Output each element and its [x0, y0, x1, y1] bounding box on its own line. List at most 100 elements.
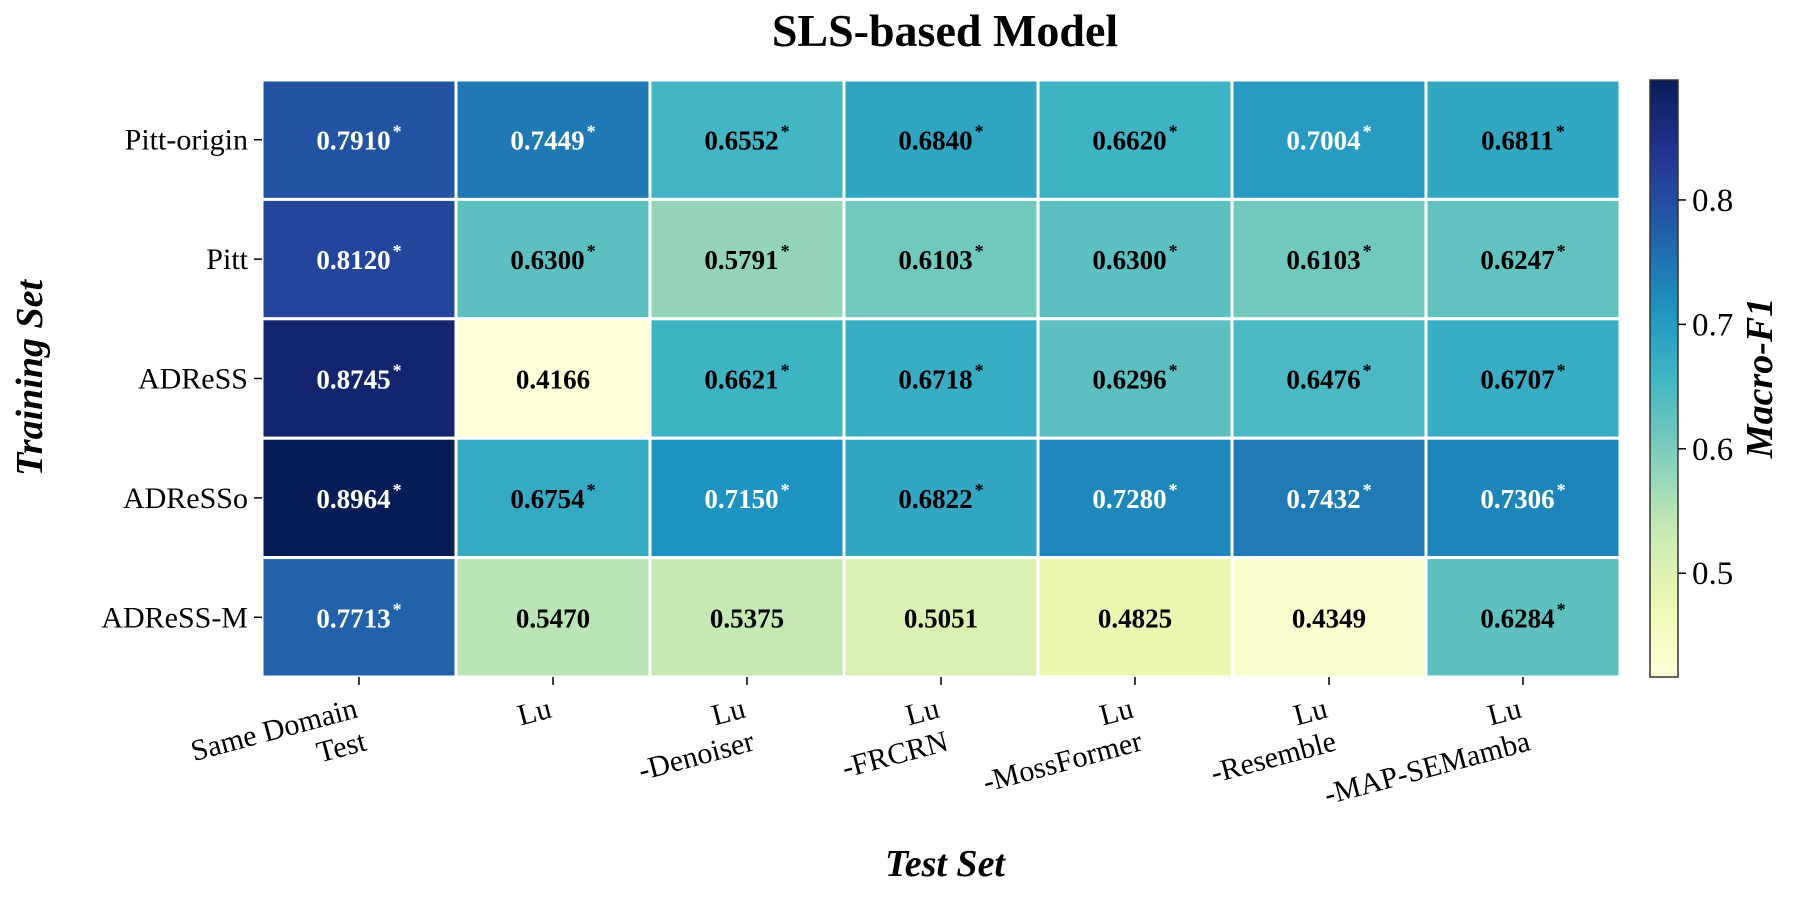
cell-value-label: 0.6754 *	[510, 480, 595, 514]
significance-marker: *	[1363, 241, 1372, 261]
cell-value-label: 0.7910 *	[316, 122, 401, 156]
significance-marker: *	[1363, 122, 1372, 142]
heatmap-cell	[1230, 317, 1428, 440]
cell-value-label: 0.6707 *	[1480, 361, 1565, 395]
significance-marker: *	[587, 480, 596, 500]
column-label: Lu-MossFormer	[970, 692, 1145, 799]
x-axis-label: Test Set	[885, 843, 1006, 885]
significance-marker: *	[975, 241, 984, 261]
colorbar-label: Macro-F1	[1739, 298, 1781, 459]
heatmap-cell	[1424, 317, 1622, 440]
y-axis-label: Training Set	[9, 279, 51, 476]
row-label: ADReSS-M	[101, 601, 248, 634]
column-label: Same DomainTest	[187, 692, 370, 801]
cell-value-label: 0.4825	[1098, 603, 1172, 633]
significance-marker: *	[975, 122, 984, 142]
significance-marker: *	[1557, 480, 1566, 500]
cell-value-label: 0.6718 *	[898, 361, 983, 395]
heatmap-cell	[1230, 436, 1428, 560]
significance-marker: *	[1169, 480, 1178, 500]
cell-value-label: 0.7280 *	[1092, 480, 1177, 514]
heatmap-cell	[648, 556, 846, 679]
cell-value-label: 0.6552 *	[704, 122, 789, 156]
significance-marker: *	[1169, 122, 1178, 142]
chart-title: SLS-based Model	[772, 5, 1118, 56]
significance-marker: *	[1557, 361, 1566, 381]
significance-marker: *	[393, 122, 402, 142]
significance-marker: *	[781, 361, 790, 381]
column-label: Lu-Denoiser	[626, 692, 758, 787]
significance-marker: *	[1169, 241, 1178, 261]
heatmap-cell	[260, 78, 458, 201]
colorbar-ticks: 0.5 0.6 0.7 0.8	[1678, 183, 1733, 592]
significance-marker: *	[781, 480, 790, 500]
column-label: Lu-Resemble	[1198, 692, 1339, 790]
row-label: ADReSSo	[123, 482, 248, 515]
cell-value-label: 0.6284 *	[1480, 599, 1565, 633]
heatmap-cell	[454, 317, 652, 440]
column-label: Lu-MAP-SEMamba	[1312, 692, 1534, 811]
cell-value-label: 0.6296 *	[1092, 361, 1177, 395]
cell-value-label: 0.7004 *	[1286, 122, 1371, 156]
significance-marker: *	[781, 122, 790, 142]
colorbar-tick-label: 0.7	[1692, 307, 1733, 343]
significance-marker: *	[587, 241, 596, 261]
cell-value-label: 0.6811 *	[1481, 122, 1565, 156]
colorbar-gradient	[1649, 79, 1679, 678]
heatmap-cell	[454, 436, 652, 560]
column-label: Lu-FRCRN	[830, 692, 952, 785]
significance-marker: *	[781, 241, 790, 261]
colorbar: 0.5 0.6 0.7 0.8 Macro-F1	[1649, 79, 1781, 678]
column-label-line: Lu	[514, 692, 555, 733]
cell-value-label: 0.4166	[516, 365, 590, 395]
heatmap-cell	[1036, 197, 1234, 321]
cell-value-label: 0.8964 *	[316, 480, 401, 514]
cell-value-label: 0.7449 *	[510, 122, 595, 156]
heatmap-cell	[842, 317, 1040, 440]
cell-value-label: 0.7150 *	[704, 480, 789, 514]
significance-marker: *	[975, 480, 984, 500]
cell-value-label: 0.7432 *	[1286, 480, 1371, 514]
significance-marker: *	[1556, 122, 1565, 142]
cell-value-label: 0.7713 *	[316, 599, 401, 633]
heatmap-cell	[1424, 197, 1622, 321]
cell-value-label: 0.6476 *	[1286, 361, 1371, 395]
significance-marker: *	[1363, 480, 1372, 500]
significance-marker: *	[393, 241, 402, 261]
heatmap-cell	[454, 78, 652, 201]
significance-marker: *	[1169, 361, 1178, 381]
cell-value-label: 0.5470	[516, 603, 590, 633]
column-label-line: -MossFormer	[979, 725, 1145, 799]
heatmap-cells	[260, 78, 1622, 679]
cell-value-label: 0.6300 *	[1092, 241, 1177, 275]
heatmap-cell	[260, 436, 458, 560]
cell-value-label: 0.5051	[904, 603, 978, 633]
heatmap-cell	[260, 556, 458, 679]
heatmap-cell	[1230, 78, 1428, 201]
cell-value-label: 0.5791 *	[704, 241, 789, 275]
colorbar-tick-label: 0.5	[1692, 556, 1733, 592]
cell-value-label: 0.6247 *	[1480, 241, 1565, 275]
cell-value-label: 0.6840 *	[898, 122, 983, 156]
significance-marker: *	[587, 122, 596, 142]
significance-marker: *	[393, 361, 402, 381]
row-label: Pitt-origin	[125, 124, 248, 157]
cell-value-label: 0.6300 *	[510, 241, 595, 275]
cell-value-label: 0.7306 *	[1480, 480, 1565, 514]
cell-value-label: 0.4349	[1292, 603, 1366, 633]
column-label-line: -Resemble	[1207, 725, 1339, 790]
row-label: Pitt	[206, 243, 248, 276]
column-label-line: -MAP-SEMamba	[1321, 725, 1534, 812]
row-label: ADReSS	[138, 363, 248, 396]
heatmap-cell	[1424, 436, 1622, 560]
heatmap-cell	[648, 197, 846, 321]
significance-marker: *	[393, 480, 402, 500]
significance-marker: *	[1363, 361, 1372, 381]
significance-marker: *	[1557, 599, 1566, 619]
cell-value-label: 0.6620 *	[1092, 122, 1177, 156]
heatmap-cell-labels: 0.7910 * 0.7449 * 0.6552 * 0.6840 * 0.6620 * 0.700…	[316, 122, 1565, 634]
cell-value-label: 0.6621 *	[704, 361, 789, 395]
column-label: Lu	[514, 692, 555, 733]
